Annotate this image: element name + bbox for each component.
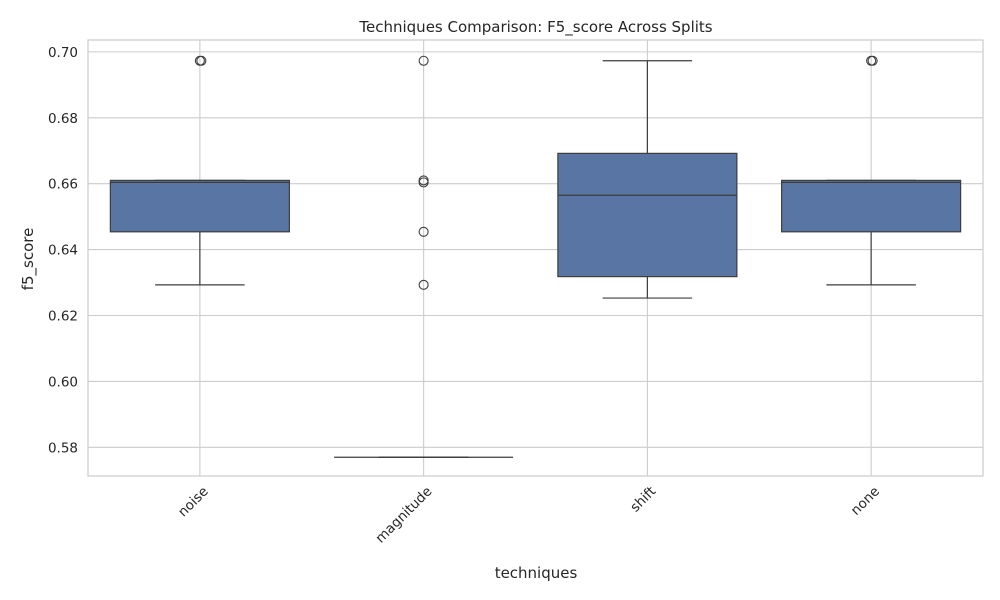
outlier-point bbox=[196, 55, 207, 66]
y-tick-label: 0.58 bbox=[48, 440, 78, 456]
outlier-point bbox=[418, 226, 429, 237]
y-tick-label: 0.60 bbox=[48, 374, 78, 390]
box-group-shift bbox=[557, 60, 738, 299]
iqr-box bbox=[781, 179, 962, 233]
plot-frame bbox=[87, 39, 984, 477]
y-tick-label: 0.68 bbox=[48, 111, 78, 127]
x-tick-labels: noise magnitude shift none bbox=[175, 484, 883, 547]
outlier-point bbox=[418, 55, 429, 66]
y-tick-labels: 0.58 0.60 0.62 0.64 0.66 0.68 0.70 bbox=[48, 45, 78, 456]
box-group-none bbox=[781, 55, 962, 286]
box-group-magnitude bbox=[334, 55, 514, 458]
y-tick-label: 0.62 bbox=[48, 309, 78, 325]
y-tick-label: 0.70 bbox=[48, 45, 78, 61]
boxes-layer bbox=[109, 55, 962, 458]
x-tick-label-none: none bbox=[848, 484, 883, 519]
chart-title: Techniques Comparison: F5_score Across S… bbox=[358, 18, 712, 37]
box-group-noise bbox=[109, 55, 290, 286]
x-tick-label-shift: shift bbox=[627, 484, 659, 516]
y-axis-label: f5_score bbox=[19, 228, 38, 291]
outlier-point bbox=[418, 177, 429, 188]
y-tick-label: 0.64 bbox=[48, 243, 78, 259]
iqr-box bbox=[109, 179, 290, 233]
outlier-point bbox=[418, 279, 429, 290]
outlier-point bbox=[867, 55, 878, 66]
grid-lines bbox=[88, 40, 983, 476]
y-tick-label: 0.66 bbox=[48, 177, 78, 193]
x-axis-label: techniques bbox=[495, 564, 578, 582]
x-tick-label-noise: noise bbox=[175, 484, 212, 521]
x-tick-label-magnitude: magnitude bbox=[372, 484, 435, 547]
iqr-box bbox=[557, 152, 738, 278]
